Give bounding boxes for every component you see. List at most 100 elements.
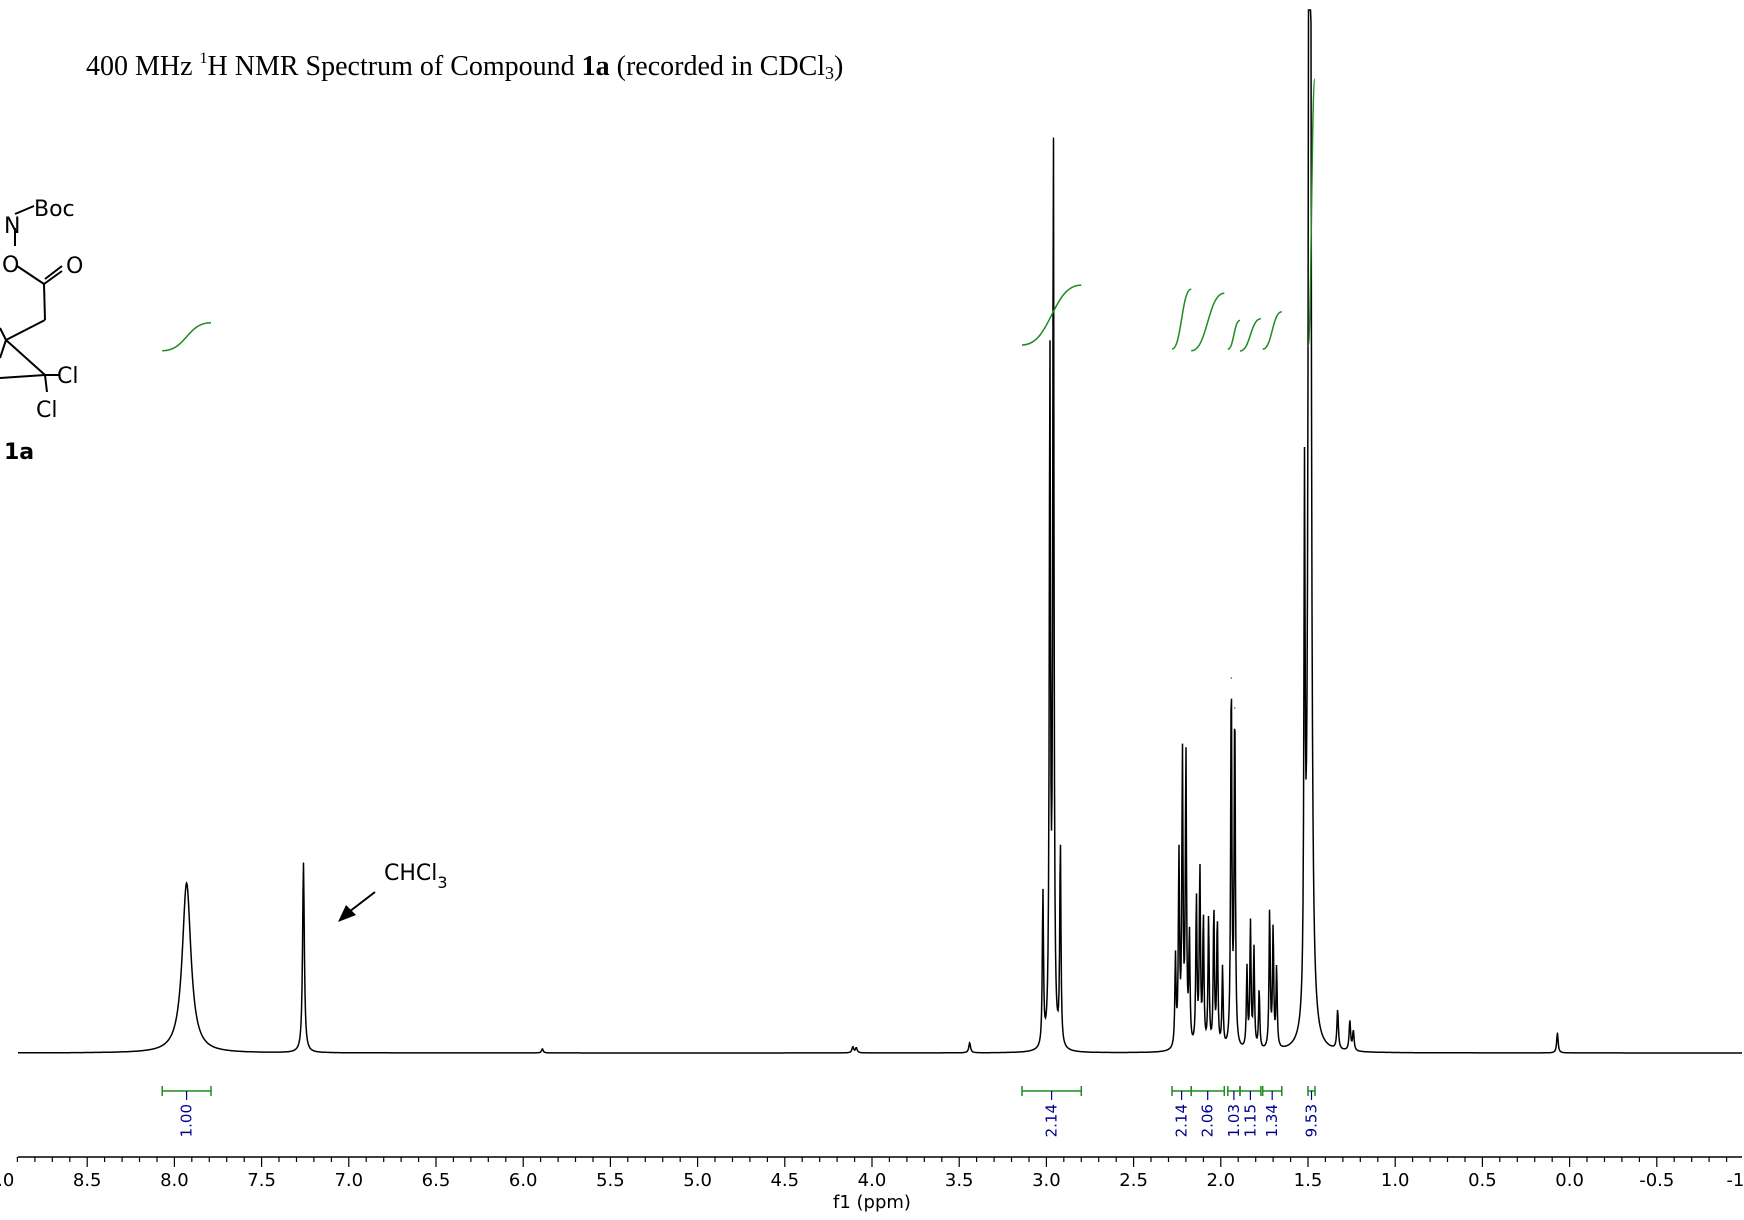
peak-apex: [1059, 847, 1061, 849]
oxygen-label: O: [2, 253, 19, 278]
chlorine-label: Cl: [57, 364, 78, 389]
peak-apex: [1303, 542, 1306, 544]
peak-apex: [1349, 1022, 1351, 1024]
x-axis: 9.0 8.5 8.0 7.5 7.0 6.5 6.0 5.5 5.0 4.5 4.0 3.5 3.0 2…: [0, 1156, 1744, 1191]
bond: [0, 339, 7, 359]
integral-brackets: 1.00 2.14 2.14 2.06 1.031.15 1.34 9.53: [161, 1086, 1321, 1137]
integral-value: 2.06: [1199, 1104, 1217, 1137]
peak-apex: [1253, 952, 1255, 954]
integral-curve: [1227, 319, 1241, 350]
integral-curve: [1171, 288, 1192, 350]
integral-curve: [1021, 284, 1082, 346]
bond: [0, 327, 7, 341]
bond: [43, 270, 63, 285]
tick-label: 8.0: [160, 1170, 189, 1191]
tick-label: 4.0: [858, 1170, 887, 1191]
tick-label: 5.0: [683, 1170, 712, 1191]
integral-value: 9.53: [1303, 1104, 1321, 1137]
bond: [43, 283, 46, 321]
peak-apex: [1042, 897, 1044, 899]
tick-label: 9.0: [0, 1170, 14, 1191]
integral-curve: [1239, 318, 1262, 352]
tick-label: 2.5: [1119, 1170, 1148, 1191]
integral-value: 2.14: [1173, 1104, 1191, 1137]
peak-apex: [1049, 362, 1051, 364]
chlorine-label: Cl: [36, 398, 57, 423]
tick-label: 4.5: [770, 1170, 799, 1191]
peak-apex: [1178, 862, 1180, 864]
tick-label: 3.0: [1032, 1170, 1061, 1191]
peak-apex: [969, 1042, 971, 1044]
tick-label: -1.0: [1726, 1170, 1744, 1191]
integral-value: 2.14: [1043, 1104, 1061, 1137]
peak-apex: [1188, 942, 1190, 944]
boc-label: Boc: [34, 197, 75, 222]
peak-apex: [1199, 872, 1201, 874]
tick-label: 1.0: [1381, 1170, 1410, 1191]
chcl3-annotation: CHCl3: [338, 861, 448, 922]
integral-value: 1.00: [178, 1104, 196, 1137]
peak-apex: [1269, 912, 1271, 914]
peak-apex: [1230, 677, 1232, 679]
bond: [0, 374, 46, 379]
peak-apex: [541, 1048, 544, 1050]
integral-curve: [1262, 311, 1283, 351]
peak-apex: [1216, 922, 1218, 924]
integral-curve: [1307, 78, 1316, 347]
tick-label: -0.5: [1639, 1170, 1674, 1191]
peak-apex: [186, 882, 188, 884]
tick-label: 0.0: [1555, 1170, 1584, 1191]
nitrogen-label: N: [4, 214, 20, 239]
tick-label: 0.5: [1468, 1170, 1497, 1191]
tick-label: 7.5: [247, 1170, 276, 1191]
peak-apex: [1174, 962, 1177, 964]
compound-label: 1a: [4, 440, 34, 465]
peak-apex: [1249, 927, 1251, 929]
peak-apex: [1221, 972, 1224, 974]
bond: [14, 205, 35, 215]
peak-apex: [1309, 9, 1311, 11]
bond: [5, 319, 46, 341]
chcl3-label: CHCl3: [384, 861, 448, 892]
bond: [44, 374, 48, 393]
peak-apex: [302, 862, 305, 864]
tick-label: 6.5: [422, 1170, 451, 1191]
peak-apex: [852, 1046, 854, 1048]
tick-label: 7.0: [334, 1170, 363, 1191]
peak-apex: [855, 1047, 857, 1049]
bond: [16, 265, 45, 285]
carbonyl-oxygen-label: O: [66, 254, 83, 279]
tick-label: 3.5: [945, 1170, 974, 1191]
peak-apex: [1202, 922, 1204, 924]
bond: [5, 339, 46, 376]
chart-title: 400 MHz 1H NMR Spectrum of Compound 1a (…: [86, 50, 844, 83]
peak-markers: [186, 9, 1558, 1050]
integral-curve: [1190, 292, 1225, 352]
chcl3-arrow-head: [338, 905, 356, 922]
tick-label: 6.0: [509, 1170, 538, 1191]
bond: [44, 265, 63, 280]
peak-apex: [1052, 137, 1054, 139]
integral-value: 1.34: [1263, 1104, 1281, 1137]
peak-apex: [1181, 762, 1183, 764]
peak-apex: [1556, 1032, 1558, 1034]
structure-labels: Boc N O O Cl Cl 1a: [2, 197, 83, 465]
integral-curve: [162, 322, 212, 352]
peak-apex: [1258, 992, 1260, 994]
peak-apex: [1276, 972, 1278, 974]
integral-value: 1.15: [1241, 1104, 1259, 1137]
tick-label: 8.5: [73, 1170, 102, 1191]
peak-apex: [1272, 932, 1274, 934]
tick-label: 5.5: [596, 1170, 625, 1191]
peak-apex: [1185, 762, 1187, 764]
integral-value: 1.03: [1225, 1104, 1243, 1137]
peak-apex: [1195, 902, 1197, 904]
chemical-structure: [0, 205, 63, 393]
peak-apex: [1352, 1032, 1354, 1034]
tick-label: 2.0: [1206, 1170, 1235, 1191]
peak-apex: [1208, 922, 1210, 924]
peak-apex: [1246, 972, 1248, 974]
peak-apex: [1213, 912, 1215, 914]
